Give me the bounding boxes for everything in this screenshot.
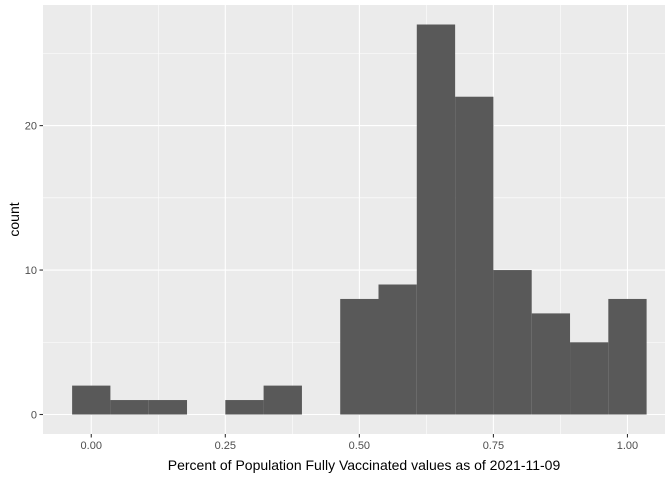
histogram-bar — [263, 385, 302, 415]
y-axis-ticks: 0 10 20 — [25, 121, 43, 422]
x-tick-label: 0.75 — [483, 440, 504, 452]
histogram-bar — [416, 24, 456, 415]
x-tick-label: 0.50 — [349, 440, 370, 452]
x-tick-label: 1.00 — [617, 440, 638, 452]
histogram-bar — [608, 298, 647, 415]
y-tick-label: 20 — [25, 121, 37, 133]
histogram-bars — [72, 24, 647, 415]
y-axis-title: count — [6, 202, 22, 236]
histogram-bar — [378, 284, 417, 415]
histogram-bar — [570, 342, 609, 415]
x-axis-title: Percent of Population Fully Vaccinated v… — [168, 457, 561, 473]
histogram-bar — [493, 270, 532, 415]
histogram-bar — [110, 400, 149, 415]
y-tick-label: 10 — [25, 265, 37, 277]
histogram-bar — [225, 400, 264, 415]
y-tick-label: 0 — [31, 410, 37, 422]
histogram-bar — [72, 385, 111, 415]
histogram-bar — [148, 400, 188, 415]
x-tick-label: 0.25 — [215, 440, 236, 452]
histogram-bar — [340, 298, 379, 415]
histogram-bar — [531, 313, 571, 415]
x-axis-ticks: 0.00 0.25 0.50 0.75 1.00 — [81, 434, 638, 452]
x-tick-label: 0.00 — [81, 440, 102, 452]
histogram-bar — [455, 96, 494, 415]
